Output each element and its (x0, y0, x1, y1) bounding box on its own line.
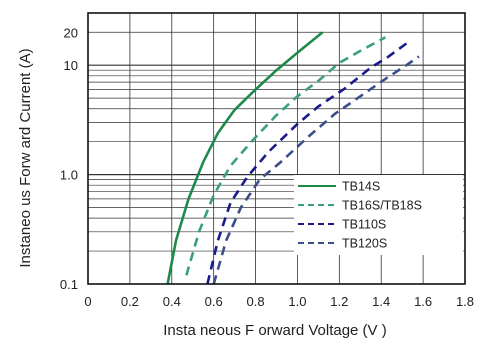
plot-frame (87, 12, 466, 285)
x-axis-label: Insta neous F orward Voltage (V ) (163, 322, 386, 339)
series-line-2 (206, 42, 408, 285)
y-tick-label: 1.0 (60, 168, 78, 183)
x-tick-label: 1.0 (288, 294, 306, 309)
legend-label-1: TB16S/TB18S (342, 199, 422, 213)
legend: TB14S TB16S/TB18S TB110S TB120S (298, 180, 422, 251)
x-tick-label: 1.8 (456, 294, 474, 309)
x-tick-label: 0.4 (163, 294, 181, 309)
y-tick-label: 20 (64, 25, 78, 40)
legend-label-0: TB14S (342, 180, 380, 194)
x-tick-label: 1.4 (372, 294, 390, 309)
x-tick-label: 0.2 (121, 294, 139, 309)
x-tick-label: 0 (84, 294, 91, 309)
y-tick-label: 10 (64, 58, 78, 73)
series-line-0 (166, 31, 324, 285)
curves (166, 31, 420, 285)
legend-label-2: TB110S (342, 218, 386, 232)
tick-labels: 0 0.2 0.4 0.6 0.8 1.0 1.2 1.4 1.6 1.8 0.1 1.0 10 20 (60, 25, 474, 309)
x-tick-label: 0.8 (247, 294, 265, 309)
legend-label-3: TB120S (342, 237, 387, 251)
y-tick-label: 0.1 (60, 277, 78, 292)
y-axis-label: Instaneo us Forw ard Current (A) (17, 48, 34, 267)
legend-background (294, 175, 463, 255)
x-tick-label: 0.6 (205, 294, 223, 309)
series-line-1 (185, 36, 387, 276)
x-tick-label: 1.2 (330, 294, 348, 309)
x-tick-label: 1.6 (414, 294, 432, 309)
